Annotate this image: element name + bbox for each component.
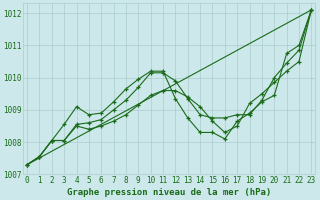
X-axis label: Graphe pression niveau de la mer (hPa): Graphe pression niveau de la mer (hPa) (67, 188, 271, 197)
